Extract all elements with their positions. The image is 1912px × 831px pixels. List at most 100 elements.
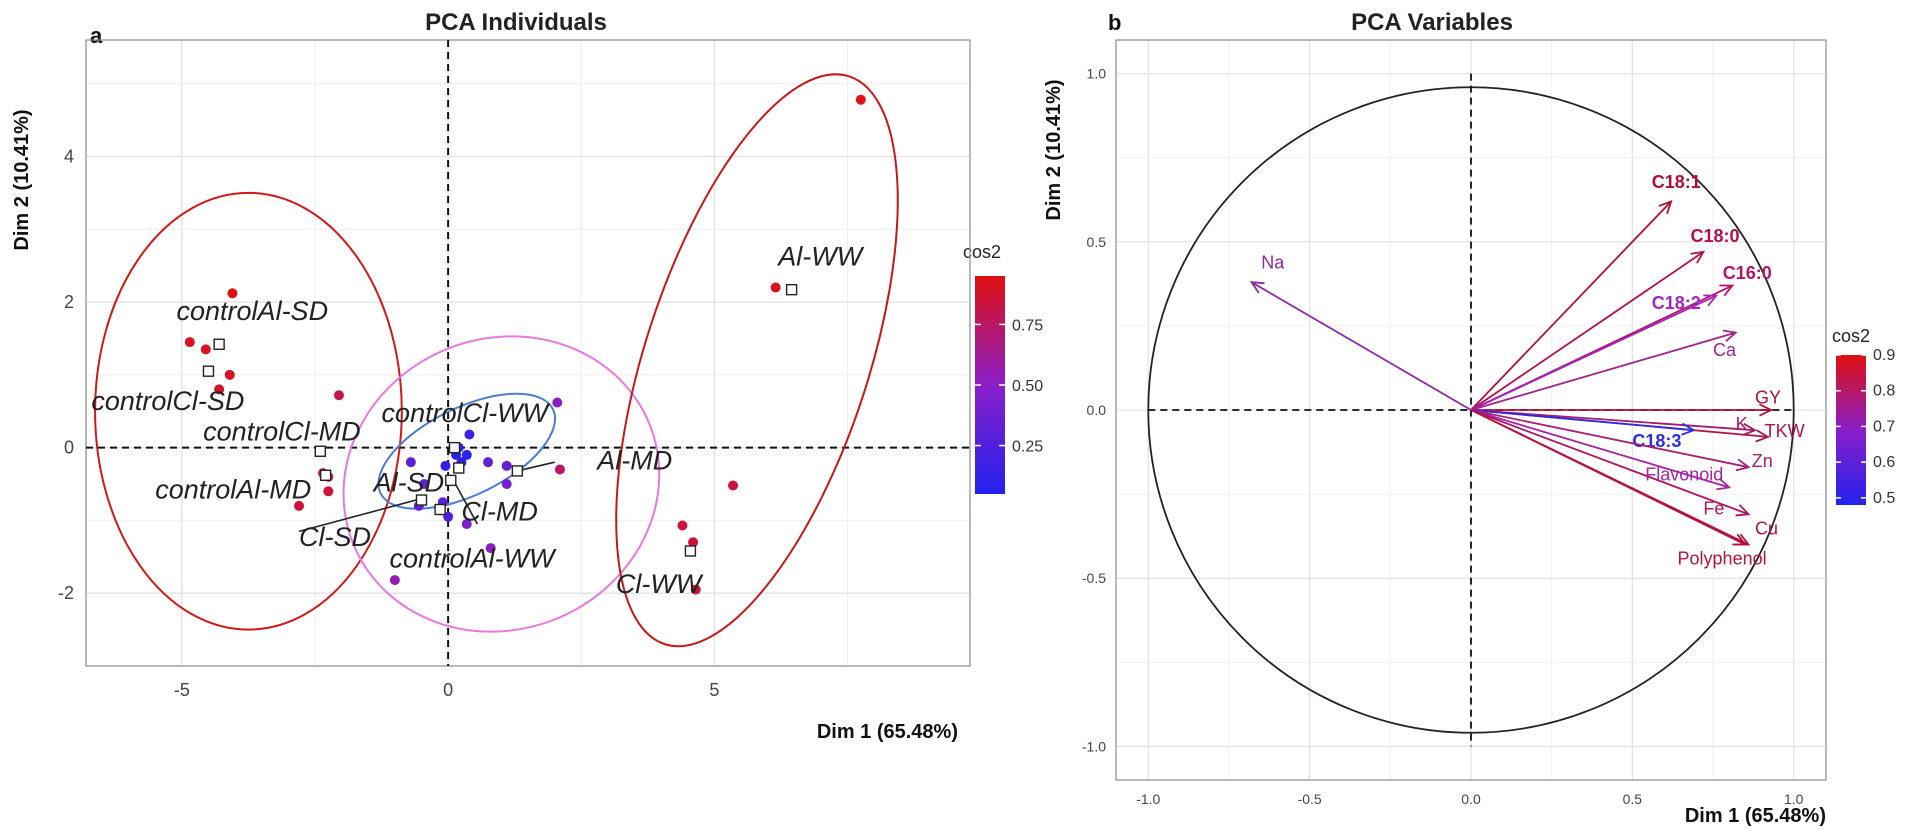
y-tick-label: 1.0 [1087,66,1107,82]
panel-a-legend-title: cos2 [963,242,1001,262]
legend-tick-label: 0.9 [1873,347,1895,364]
x-tick-label: 1.0 [1784,791,1804,807]
panel-a-plot: -5 0 5-2024controlAl-SDcontrolCl-SDcontrol… [58,39,1043,700]
group-label: controlAl-WW [390,544,558,574]
panel-a-ylabel: Dim 2 (10.41%) [11,109,33,250]
individual-point [688,537,699,548]
group-label: Al-SD [372,467,445,497]
panel-a-label: a [90,23,103,48]
variable-arrowhead [1735,458,1751,472]
variable-label: C18:0 [1690,226,1739,246]
variable-label: Polyphenol [1678,549,1767,569]
group-ellipse [94,191,403,631]
legend-tick-label: 0.75 [1012,317,1043,334]
panel-b-title: PCA Variables [1351,9,1513,36]
variable-arrowhead [1735,504,1751,517]
individual-point [552,397,563,408]
x-tick-label: -1.0 [1136,791,1160,807]
group-centroid-marker [202,365,215,377]
panel-b-xlabel: Dim 1 (65.48%) [1685,805,1826,827]
group-centroid-marker [511,465,524,477]
variable-label: C16:0 [1723,263,1772,283]
variable-arrowhead [1716,477,1732,491]
x-tick-label: 0.5 [1623,791,1643,807]
individual-point [419,479,430,490]
individual-point [464,429,475,440]
variable-arrowhead [1681,422,1696,436]
individual-point [389,575,400,586]
y-tick-label: -2 [58,583,74,603]
variable-label: C18:2 [1652,293,1701,313]
x-tick-label: 0 [443,680,453,700]
variable-arrowhead [1658,199,1673,215]
group-label: controlAl-SD [177,296,329,326]
variable-label: Cu [1755,518,1778,538]
variable-arrow [1470,409,1749,469]
legend-tick-label: 0.50 [1012,378,1043,395]
individual-point [461,449,472,460]
legend-tick-label: 0.6 [1873,454,1895,471]
variable-arrow [1470,294,1717,411]
group-centroid-marker [684,545,697,557]
individual-point [855,94,866,105]
label-leader-line [452,479,479,525]
panel-b-ylabel: Dim 2 (10.41%) [1043,79,1065,220]
group-ellipse [342,335,661,633]
individual-point [224,369,235,380]
panel-a-frame [85,39,971,667]
variable-arrow [1470,409,1694,432]
variable-arrow [1470,409,1756,432]
panel-b-legend-title: cos2 [1832,326,1870,346]
group-label: controlAl-MD [155,475,311,505]
y-tick-label: 2 [64,292,74,312]
variable-label: Fe [1703,498,1724,518]
variable-arrowhead [1719,284,1735,297]
individual-point [333,390,344,401]
group-centroid-marker [434,503,446,516]
group-centroid-marker [445,474,457,487]
individual-point [483,457,494,468]
variable-arrowhead [1732,533,1748,546]
legend-tick-label: 0.5 [1873,490,1895,507]
group-label: Cl-WW [616,569,704,599]
x-tick-label: -5 [174,680,190,700]
x-tick-label: 0.0 [1461,791,1481,807]
variable-arrowhead [1722,329,1738,343]
variable-arrow [1470,409,1749,516]
individual-point [728,480,739,491]
label-leader-line [517,461,555,472]
legend-tick-label: 0.8 [1873,383,1895,400]
label-leader-line [298,499,417,533]
group-label: Al-MD [595,445,672,475]
variable-label: Na [1261,253,1285,273]
individual-point [405,457,416,468]
variable-label: Ca [1713,340,1737,360]
group-centroid-marker [314,445,327,457]
panel-b-frame [1115,39,1827,781]
group-label: controlCl-SD [91,386,244,416]
group-label: Cl-SD [299,522,371,552]
y-tick-label: 0.5 [1087,234,1107,250]
individual-point [461,519,472,530]
group-centroid-marker [448,441,461,454]
variable-label: GY [1755,387,1781,407]
y-tick-label: 0 [64,438,74,458]
group-label: Al-WW [776,242,864,272]
individual-point [214,384,225,395]
variable-arrowhead [1249,281,1265,294]
variable-arrowhead [1690,250,1706,264]
individual-point [323,486,334,497]
variable-arrowhead [1703,294,1719,307]
panel-a-title: PCA Individuals [425,9,607,36]
group-centroid-marker [453,462,465,474]
y-tick-label: -0.5 [1082,570,1106,586]
individual-point [184,337,195,348]
variable-arrowhead [1742,422,1758,436]
variable-label: TKW [1765,421,1805,441]
individual-point [440,460,451,471]
individual-point [554,464,565,475]
variable-arrow [1470,200,1672,411]
group-label: Cl-MD [461,496,537,526]
legend-tick-label: 0.7 [1873,418,1895,435]
